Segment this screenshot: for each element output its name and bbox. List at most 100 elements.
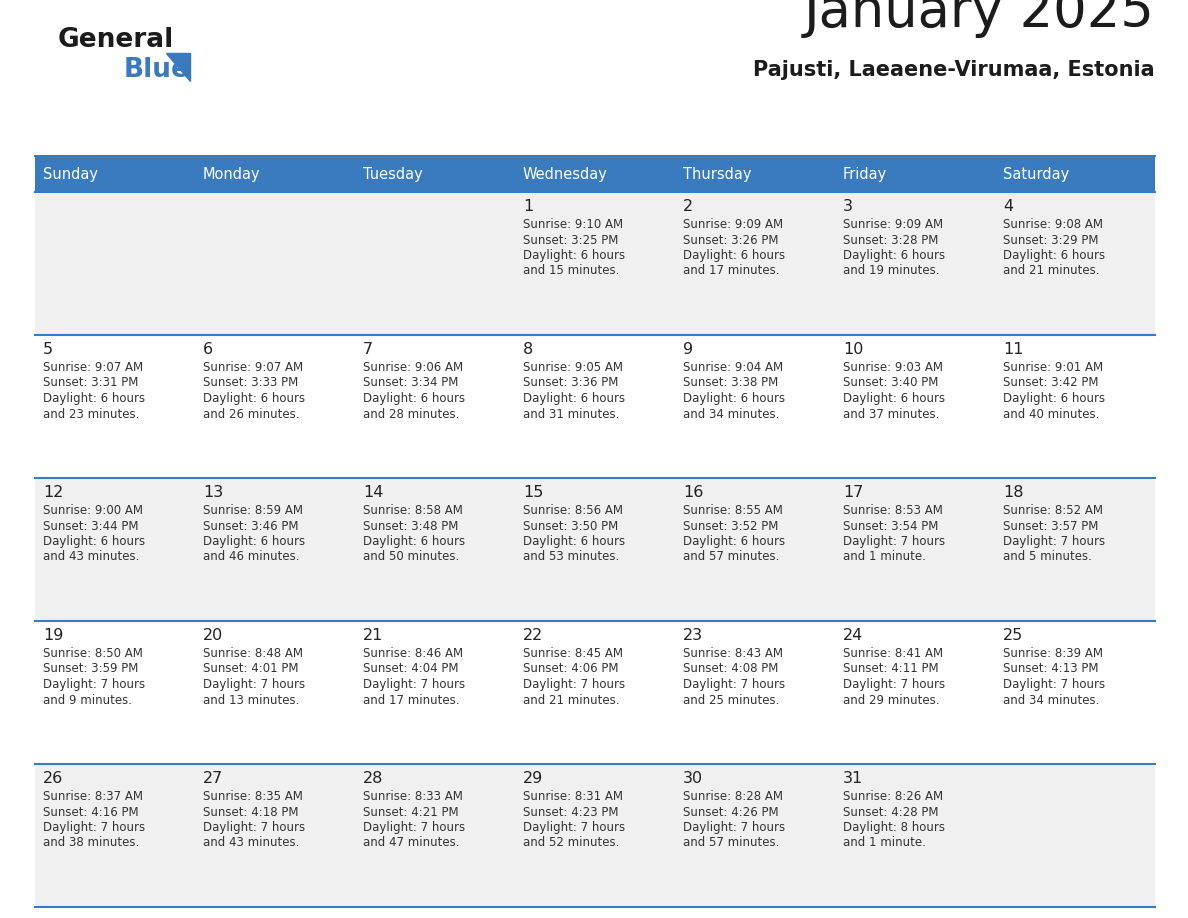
Text: Daylight: 6 hours: Daylight: 6 hours	[364, 535, 466, 548]
Text: and 34 minutes.: and 34 minutes.	[683, 408, 779, 420]
Text: Sunset: 3:50 PM: Sunset: 3:50 PM	[523, 520, 618, 532]
Text: 24: 24	[843, 628, 864, 643]
Text: Sunrise: 9:03 AM: Sunrise: 9:03 AM	[843, 361, 943, 374]
Text: 8: 8	[523, 342, 533, 357]
Text: Sunrise: 8:26 AM: Sunrise: 8:26 AM	[843, 790, 943, 803]
Text: Sunset: 3:25 PM: Sunset: 3:25 PM	[523, 233, 619, 247]
Text: Daylight: 7 hours: Daylight: 7 hours	[683, 821, 785, 834]
Text: Sunset: 4:16 PM: Sunset: 4:16 PM	[43, 805, 139, 819]
Text: and 26 minutes.: and 26 minutes.	[203, 408, 299, 420]
Text: Daylight: 6 hours: Daylight: 6 hours	[683, 249, 785, 262]
Text: Blue: Blue	[124, 57, 190, 83]
Text: Sunset: 4:28 PM: Sunset: 4:28 PM	[843, 805, 939, 819]
Text: Daylight: 6 hours: Daylight: 6 hours	[364, 392, 466, 405]
Text: Daylight: 7 hours: Daylight: 7 hours	[203, 678, 305, 691]
Text: Sunset: 3:36 PM: Sunset: 3:36 PM	[523, 376, 619, 389]
Text: and 23 minutes.: and 23 minutes.	[43, 408, 139, 420]
Text: Sunrise: 9:05 AM: Sunrise: 9:05 AM	[523, 361, 623, 374]
Text: and 46 minutes.: and 46 minutes.	[203, 551, 299, 564]
Text: Daylight: 7 hours: Daylight: 7 hours	[364, 678, 466, 691]
Text: and 1 minute.: and 1 minute.	[843, 551, 925, 564]
Text: Sunrise: 8:48 AM: Sunrise: 8:48 AM	[203, 647, 303, 660]
Text: and 21 minutes.: and 21 minutes.	[1003, 264, 1100, 277]
Bar	[355, 156, 516, 192]
Text: Daylight: 6 hours: Daylight: 6 hours	[843, 249, 946, 262]
Text: and 38 minutes.: and 38 minutes.	[43, 836, 139, 849]
Text: Sunrise: 8:39 AM: Sunrise: 8:39 AM	[1003, 647, 1102, 660]
Text: 16: 16	[683, 485, 703, 500]
Text: 20: 20	[203, 628, 223, 643]
Text: Tuesday: Tuesday	[364, 166, 423, 182]
Text: Daylight: 6 hours: Daylight: 6 hours	[683, 535, 785, 548]
Text: Daylight: 6 hours: Daylight: 6 hours	[43, 392, 145, 405]
Text: and 57 minutes.: and 57 minutes.	[683, 551, 779, 564]
Text: and 37 minutes.: and 37 minutes.	[843, 408, 940, 420]
Text: 17: 17	[843, 485, 864, 500]
Text: and 29 minutes.: and 29 minutes.	[843, 693, 940, 707]
Text: Sunrise: 8:43 AM: Sunrise: 8:43 AM	[683, 647, 783, 660]
Text: 11: 11	[1003, 342, 1024, 357]
Text: Sunrise: 9:01 AM: Sunrise: 9:01 AM	[1003, 361, 1104, 374]
Text: and 40 minutes.: and 40 minutes.	[1003, 408, 1099, 420]
Bar	[34, 335, 1155, 478]
Text: Sunrise: 9:06 AM: Sunrise: 9:06 AM	[364, 361, 463, 374]
Text: Pajusti, Laeaene-Virumaa, Estonia: Pajusti, Laeaene-Virumaa, Estonia	[753, 60, 1155, 80]
Text: Daylight: 6 hours: Daylight: 6 hours	[1003, 249, 1105, 262]
Bar	[835, 156, 996, 192]
Text: Sunset: 4:08 PM: Sunset: 4:08 PM	[683, 663, 778, 676]
Text: Sunrise: 9:08 AM: Sunrise: 9:08 AM	[1003, 218, 1102, 231]
Text: Daylight: 7 hours: Daylight: 7 hours	[523, 678, 625, 691]
Text: Saturday: Saturday	[1003, 166, 1069, 182]
Text: Sunrise: 8:53 AM: Sunrise: 8:53 AM	[843, 504, 943, 517]
Text: 23: 23	[683, 628, 703, 643]
Text: Sunset: 3:31 PM: Sunset: 3:31 PM	[43, 376, 138, 389]
Text: Sunset: 3:59 PM: Sunset: 3:59 PM	[43, 663, 138, 676]
Text: 27: 27	[203, 771, 223, 786]
Text: Sunset: 4:26 PM: Sunset: 4:26 PM	[683, 805, 778, 819]
Text: Sunset: 3:42 PM: Sunset: 3:42 PM	[1003, 376, 1099, 389]
Text: 2: 2	[683, 199, 693, 214]
Bar	[516, 156, 675, 192]
Text: Sunset: 4:23 PM: Sunset: 4:23 PM	[523, 805, 619, 819]
Text: Sunset: 3:29 PM: Sunset: 3:29 PM	[1003, 233, 1099, 247]
Text: Sunrise: 9:10 AM: Sunrise: 9:10 AM	[523, 218, 624, 231]
Text: and 5 minutes.: and 5 minutes.	[1003, 551, 1092, 564]
Text: and 47 minutes.: and 47 minutes.	[364, 836, 460, 849]
Text: Daylight: 6 hours: Daylight: 6 hours	[203, 535, 305, 548]
Text: and 21 minutes.: and 21 minutes.	[523, 693, 619, 707]
Text: Friday: Friday	[843, 166, 887, 182]
Text: Sunset: 3:38 PM: Sunset: 3:38 PM	[683, 376, 778, 389]
Text: 5: 5	[43, 342, 53, 357]
Text: and 13 minutes.: and 13 minutes.	[203, 693, 299, 707]
Text: Sunset: 4:11 PM: Sunset: 4:11 PM	[843, 663, 939, 676]
Text: Sunrise: 9:00 AM: Sunrise: 9:00 AM	[43, 504, 143, 517]
Text: Sunrise: 9:04 AM: Sunrise: 9:04 AM	[683, 361, 783, 374]
Text: 15: 15	[523, 485, 543, 500]
Text: Daylight: 6 hours: Daylight: 6 hours	[523, 392, 625, 405]
Text: Sunset: 3:46 PM: Sunset: 3:46 PM	[203, 520, 298, 532]
Bar	[195, 156, 355, 192]
Text: Sunrise: 8:50 AM: Sunrise: 8:50 AM	[43, 647, 143, 660]
Text: Sunset: 3:26 PM: Sunset: 3:26 PM	[683, 233, 778, 247]
Text: Sunset: 3:40 PM: Sunset: 3:40 PM	[843, 376, 939, 389]
Polygon shape	[166, 53, 190, 81]
Text: and 34 minutes.: and 34 minutes.	[1003, 693, 1099, 707]
Text: 28: 28	[364, 771, 384, 786]
Text: Monday: Monday	[203, 166, 260, 182]
Text: Daylight: 6 hours: Daylight: 6 hours	[683, 392, 785, 405]
Text: Sunset: 3:48 PM: Sunset: 3:48 PM	[364, 520, 459, 532]
Text: and 50 minutes.: and 50 minutes.	[364, 551, 460, 564]
Text: Sunset: 4:01 PM: Sunset: 4:01 PM	[203, 663, 298, 676]
Text: Sunrise: 9:09 AM: Sunrise: 9:09 AM	[843, 218, 943, 231]
Text: Sunset: 3:33 PM: Sunset: 3:33 PM	[203, 376, 298, 389]
Text: Daylight: 7 hours: Daylight: 7 hours	[843, 535, 946, 548]
Text: Daylight: 7 hours: Daylight: 7 hours	[683, 678, 785, 691]
Text: 30: 30	[683, 771, 703, 786]
Text: Sunset: 3:28 PM: Sunset: 3:28 PM	[843, 233, 939, 247]
Text: 14: 14	[364, 485, 384, 500]
Text: 1: 1	[523, 199, 533, 214]
Text: 6: 6	[203, 342, 213, 357]
Text: 19: 19	[43, 628, 63, 643]
Text: Sunrise: 9:07 AM: Sunrise: 9:07 AM	[43, 361, 143, 374]
Text: 4: 4	[1003, 199, 1013, 214]
